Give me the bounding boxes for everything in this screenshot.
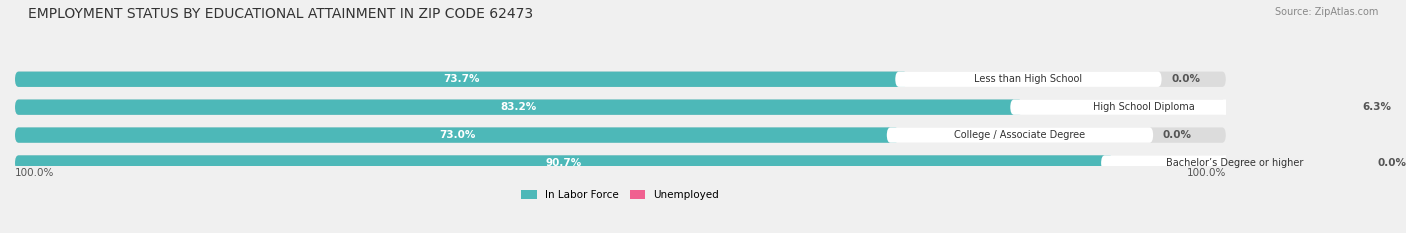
Text: Source: ZipAtlas.com: Source: ZipAtlas.com <box>1274 7 1378 17</box>
FancyBboxPatch shape <box>15 72 907 87</box>
FancyBboxPatch shape <box>1101 155 1368 171</box>
Legend: In Labor Force, Unemployed: In Labor Force, Unemployed <box>522 190 720 200</box>
Text: 0.0%: 0.0% <box>1163 130 1192 140</box>
Text: 73.0%: 73.0% <box>439 130 475 140</box>
FancyBboxPatch shape <box>15 155 1226 171</box>
FancyBboxPatch shape <box>15 99 1226 115</box>
Text: 100.0%: 100.0% <box>1187 168 1226 178</box>
Text: High School Diploma: High School Diploma <box>1092 102 1194 112</box>
Text: College / Associate Degree: College / Associate Degree <box>955 130 1085 140</box>
Text: 6.3%: 6.3% <box>1362 102 1392 112</box>
FancyBboxPatch shape <box>1011 99 1277 115</box>
Text: 0.0%: 0.0% <box>1376 158 1406 168</box>
Text: 90.7%: 90.7% <box>546 158 582 168</box>
Text: 83.2%: 83.2% <box>501 102 537 112</box>
Text: 100.0%: 100.0% <box>15 168 55 178</box>
FancyBboxPatch shape <box>15 127 1226 143</box>
FancyBboxPatch shape <box>15 127 898 143</box>
FancyBboxPatch shape <box>896 72 1161 87</box>
Text: 0.0%: 0.0% <box>1171 74 1201 84</box>
Text: Bachelor’s Degree or higher: Bachelor’s Degree or higher <box>1166 158 1303 168</box>
FancyBboxPatch shape <box>887 127 1153 143</box>
FancyBboxPatch shape <box>15 155 1114 171</box>
FancyBboxPatch shape <box>15 99 1022 115</box>
Text: 73.7%: 73.7% <box>443 74 479 84</box>
Text: Less than High School: Less than High School <box>974 74 1083 84</box>
FancyBboxPatch shape <box>15 72 1226 87</box>
Text: EMPLOYMENT STATUS BY EDUCATIONAL ATTAINMENT IN ZIP CODE 62473: EMPLOYMENT STATUS BY EDUCATIONAL ATTAINM… <box>28 7 533 21</box>
FancyBboxPatch shape <box>1281 99 1357 115</box>
